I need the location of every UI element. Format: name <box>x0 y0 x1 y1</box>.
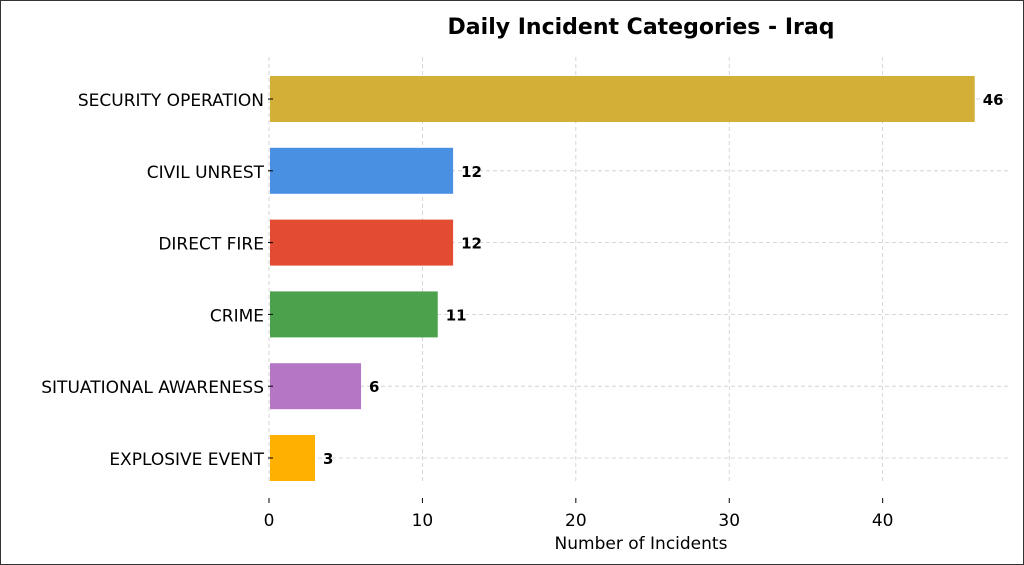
x-tick-label: 20 <box>565 511 587 531</box>
x-tick-label: 10 <box>412 511 434 531</box>
y-tick-label: CRIME <box>210 306 264 326</box>
bar <box>270 76 975 122</box>
x-axis-label: Number of Incidents <box>555 534 728 554</box>
bar-value-label: 12 <box>461 235 482 253</box>
chart-title: Daily Incident Categories - Iraq <box>448 15 835 40</box>
y-tick-label: EXPLOSIVE EVENT <box>109 450 264 470</box>
bar <box>270 435 316 481</box>
x-tick-label: 30 <box>718 511 740 531</box>
bar <box>270 291 438 338</box>
bar <box>270 147 454 194</box>
y-tick-label: SECURITY OPERATION <box>78 91 264 111</box>
bar-value-label: 6 <box>369 378 379 396</box>
y-tick-label: CIVIL UNREST <box>147 163 265 183</box>
bar <box>270 363 362 410</box>
bar <box>270 219 454 266</box>
x-tick-label: 40 <box>872 511 894 531</box>
bar-value-label: 3 <box>323 450 333 468</box>
bar-value-label: 12 <box>461 163 482 181</box>
x-tick-label: 0 <box>264 511 275 531</box>
bar-value-label: 11 <box>446 306 467 324</box>
y-tick-label: SITUATIONAL AWARENESS <box>41 378 264 398</box>
y-tick-label: DIRECT FIRE <box>158 235 264 255</box>
bar-value-label: 46 <box>983 91 1004 109</box>
